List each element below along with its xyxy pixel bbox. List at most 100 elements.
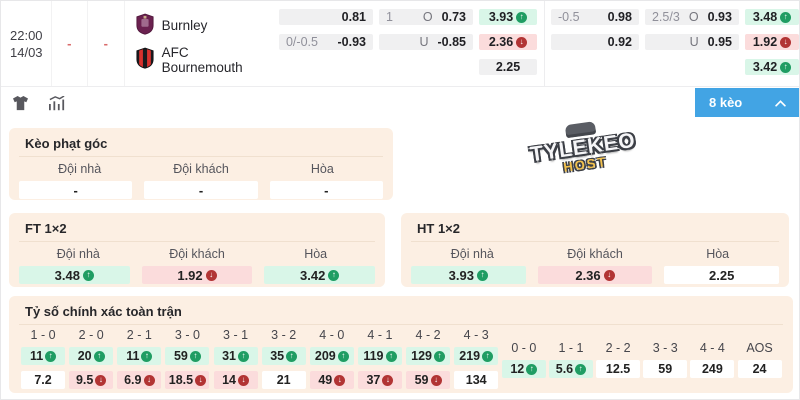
score-odd[interactable]: 59 <box>643 360 688 378</box>
score-odd[interactable]: 134 <box>454 371 499 389</box>
ou-side: O <box>422 10 433 24</box>
hdp-line: 0/-0.5 <box>285 35 318 49</box>
ht-1x2-card: HT 1×2 Đội nhà Đội khách Hòa 3.93 2.36 <box>401 213 789 287</box>
odd-value: 12.5 <box>605 362 631 376</box>
odd-value: 134 <box>465 373 487 387</box>
odds-cell-hdp[interactable]: 0/-0.5 -0.93 <box>278 34 373 50</box>
ft-headers: Đội nhà Đội khách Hòa <box>19 247 375 261</box>
ou-odd: 0.95 <box>707 35 732 49</box>
score-odd[interactable]: 249 <box>690 360 735 378</box>
trend-down-icon <box>205 269 217 281</box>
ft-odd-draw[interactable]: 3.42 <box>264 266 376 284</box>
odds-cell-hdp[interactable]: 0.92 <box>550 34 639 50</box>
score-odd[interactable]: 21 <box>261 371 306 389</box>
odds-count-badge[interactable]: 8 kèo <box>695 88 799 117</box>
trend-up-icon <box>93 350 105 362</box>
odd-value: 2.36 <box>575 267 601 283</box>
bournemouth-crest-icon <box>136 47 154 72</box>
odds-panel: Kèo phạt góc Đội nhà Đội khách Hòa - - -… <box>1 120 799 393</box>
score-column: 1 - 0 11 7.2 <box>19 328 67 389</box>
ft-odd-home[interactable]: 3.48 <box>19 266 130 284</box>
x12-cards-row: FT 1×2 Đội nhà Đội khách Hòa 3.48 1.92 <box>9 213 791 287</box>
corner-odds-card: Kèo phạt góc Đội nhà Đội khách Hòa - - - <box>9 128 393 200</box>
odd-value: 11 <box>29 349 44 363</box>
score-odd[interactable]: 12 <box>501 360 546 378</box>
score-odd[interactable]: 6.9 <box>117 371 162 389</box>
odds-cell-hdp[interactable]: -0.5 0.98 <box>550 9 639 25</box>
odds-cell-ou[interactable]: 1 O 0.73 <box>378 9 473 25</box>
score-away: - <box>88 1 125 86</box>
ht-odd-draw[interactable]: 2.25 <box>664 266 780 284</box>
ou-side: U <box>419 35 429 49</box>
odd-value: 18.5 <box>168 373 194 387</box>
odd-value: 209 <box>314 349 336 363</box>
odds-cell-ou[interactable]: U 0.95 <box>644 34 739 50</box>
trend-down-icon <box>95 374 107 386</box>
trend-up-icon <box>385 350 397 362</box>
ht-odd-away[interactable]: 2.36 <box>537 266 653 284</box>
score-column: 3 - 1 31 14 <box>212 328 260 389</box>
odds-cell-ou[interactable]: 2.5/3 O 0.93 <box>644 9 739 25</box>
score-odd[interactable]: 7.2 <box>21 371 66 389</box>
score-odd[interactable]: 5.6 <box>548 360 593 378</box>
x12-odd: 2.25 <box>495 60 521 74</box>
odds-cell-1x2[interactable]: 1.92 <box>744 34 799 50</box>
away-team-row[interactable]: AFC Bournemouth <box>136 45 269 75</box>
header-draw: Hòa <box>310 162 334 176</box>
ht-odd-home[interactable]: 3.93 <box>411 266 526 284</box>
score-odd[interactable]: 59 <box>406 371 451 389</box>
odds-cell-1x2[interactable]: 2.36 <box>478 34 537 50</box>
trend-up-icon <box>482 350 494 362</box>
tylekeo-watermark: TYLEKEO HOST <box>510 113 655 181</box>
score-odd[interactable]: 24 <box>737 360 782 378</box>
corner-odd-away[interactable]: - <box>144 181 258 199</box>
score-odd[interactable]: 20 <box>69 347 114 365</box>
score-odd[interactable]: 59 <box>165 347 210 365</box>
score-odd[interactable]: 119 <box>357 347 402 365</box>
x12-odd: 3.42 <box>752 60 778 74</box>
score-odd[interactable]: 129 <box>406 347 451 365</box>
trend-down-icon <box>334 374 346 386</box>
score-odd[interactable]: 49 <box>309 371 354 389</box>
ft-odd-away[interactable]: 1.92 <box>141 266 253 284</box>
kickoff-date: 14/03 <box>10 44 43 60</box>
odds-cell-ou[interactable]: U -0.85 <box>378 34 473 50</box>
header-away: Đội khách <box>173 162 229 176</box>
trend-up-icon <box>82 269 94 281</box>
score-odd[interactable]: 9.5 <box>69 371 114 389</box>
score-odd[interactable]: 37 <box>357 371 402 389</box>
odd-value: 35 <box>270 349 285 363</box>
watermark-subtext: HOST <box>562 153 609 175</box>
corner-odd-home[interactable]: - <box>19 181 133 199</box>
trend-down-icon <box>603 269 615 281</box>
score-label: 4 - 0 <box>319 328 345 342</box>
stats-icon[interactable] <box>48 95 66 112</box>
score-odd[interactable]: 209 <box>309 347 354 365</box>
score-odd[interactable]: 31 <box>213 347 258 365</box>
home-team-row[interactable]: Burnley <box>136 13 269 38</box>
score-odd[interactable]: 219 <box>454 347 499 365</box>
score-odd[interactable]: 11 <box>21 347 66 365</box>
score-odd[interactable]: 14 <box>213 371 258 389</box>
score-label: 2 - 0 <box>78 328 104 342</box>
trend-up-icon <box>238 350 250 362</box>
odds-cell-1x2[interactable]: 3.93 <box>478 9 537 25</box>
jersey-icon[interactable] <box>12 96 29 111</box>
odds-cell-1x2[interactable]: 3.48 <box>744 9 799 25</box>
card-title: FT 1×2 <box>19 219 375 242</box>
score-label: 1 - 0 <box>30 328 56 342</box>
score-odd[interactable]: 12.5 <box>596 360 641 378</box>
header-away: Đội khách <box>169 247 225 261</box>
score-odd[interactable]: 18.5 <box>165 371 210 389</box>
header-draw: Hòa <box>706 247 730 261</box>
odd-value: 59 <box>173 349 188 363</box>
ou-column-1: 1 O 0.73 U -0.85 <box>378 9 473 86</box>
trend-down-icon <box>143 374 155 386</box>
score-odd[interactable]: 35 <box>261 347 306 365</box>
odds-cell-1x2[interactable]: 2.25 <box>478 59 537 75</box>
ou-side: U <box>689 35 699 49</box>
odds-cell-1x2[interactable]: 3.42 <box>744 59 799 75</box>
corner-odd-draw[interactable]: - <box>269 181 383 199</box>
odds-cell-hdp[interactable]: 0.81 <box>278 9 373 25</box>
score-odd[interactable]: 11 <box>117 347 162 365</box>
